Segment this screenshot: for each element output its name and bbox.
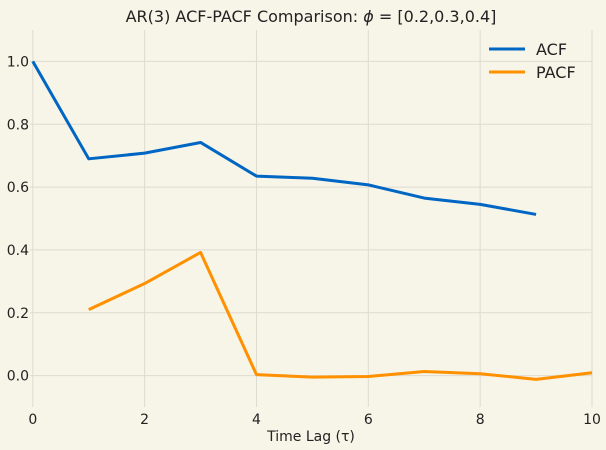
legend-acf-label: ACF bbox=[536, 40, 567, 59]
x-axis-label: Time Lag (τ) bbox=[266, 429, 355, 445]
y-tick-label: 0.2 bbox=[7, 306, 29, 322]
y-tick-label: 0.6 bbox=[7, 180, 29, 196]
chart-title: AR(3) ACF-PACF Comparison: ϕ = [0.2,0.3,… bbox=[126, 7, 497, 26]
x-tick-label: 2 bbox=[140, 412, 149, 428]
y-tick-label: 0.4 bbox=[7, 243, 29, 259]
x-tick-labels: 0 2 4 6 8 10 bbox=[28, 412, 601, 428]
legend-pacf-label: PACF bbox=[536, 63, 576, 82]
grid bbox=[30, 30, 593, 407]
chart-title-equation: = [0.2,0.3,0.4] bbox=[374, 7, 497, 26]
x-tick-label: 4 bbox=[252, 412, 261, 428]
y-tick-label: 0.0 bbox=[7, 369, 29, 385]
y-tick-labels: 0.0 0.2 0.4 0.6 0.8 1.0 bbox=[7, 54, 29, 384]
y-tick-label: 0.8 bbox=[7, 117, 29, 133]
chart-title-text: AR(3) ACF-PACF Comparison: bbox=[126, 7, 364, 26]
series-line-pacf bbox=[88, 250, 593, 381]
chart-title-phi: ϕ bbox=[363, 7, 374, 26]
series-line-acf bbox=[31, 60, 537, 216]
legend: ACF PACF bbox=[489, 40, 576, 82]
x-tick-label: 0 bbox=[28, 412, 37, 428]
series-layer bbox=[31, 60, 593, 381]
x-tick-label: 8 bbox=[476, 412, 485, 428]
y-tick-label: 1.0 bbox=[7, 54, 29, 70]
x-tick-label: 10 bbox=[583, 412, 601, 428]
x-tick-label: 6 bbox=[364, 412, 373, 428]
